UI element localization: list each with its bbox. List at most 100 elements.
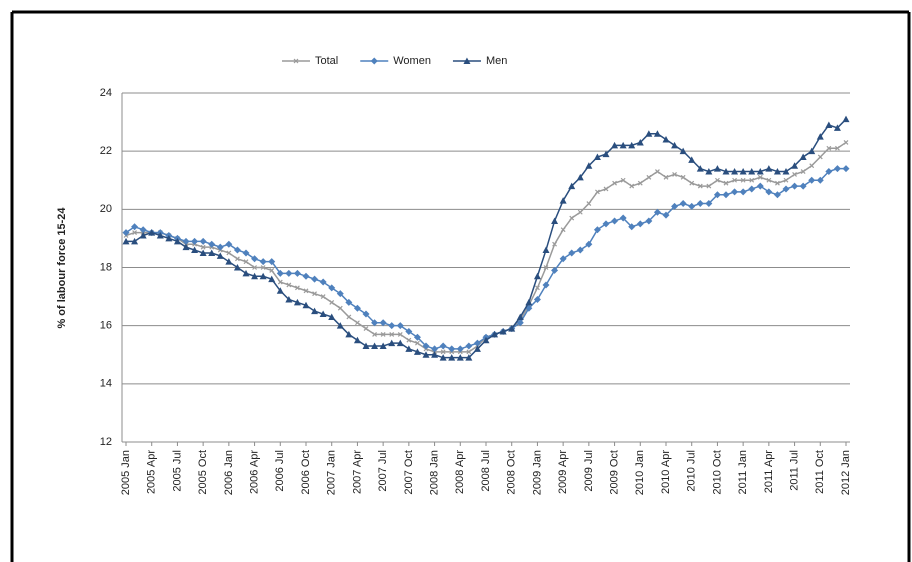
point (491, 330, 499, 338)
point (645, 217, 653, 225)
x-tick-label: 2008 Jan (428, 450, 440, 495)
point (619, 141, 627, 149)
point (585, 162, 593, 169)
point (569, 215, 575, 221)
y-tick-label: 14 (100, 378, 112, 390)
point (405, 327, 413, 335)
point (448, 345, 456, 353)
point (131, 223, 139, 231)
point (680, 174, 686, 180)
point (782, 168, 790, 175)
point (337, 305, 343, 311)
point (285, 269, 293, 277)
series-line (125, 167, 846, 350)
y-tick-label: 16 (100, 320, 112, 332)
point (775, 180, 780, 186)
point (535, 285, 540, 291)
point (672, 172, 677, 177)
point (671, 141, 679, 149)
point (293, 58, 299, 64)
x-tick-label: 2006 Apr (248, 450, 260, 494)
point (533, 295, 541, 303)
point (379, 342, 387, 350)
point (216, 243, 224, 251)
x-tick-label: 2006 Jul (274, 450, 286, 492)
point (713, 165, 721, 172)
x-tick-label: 2009 Oct (608, 450, 620, 495)
x-tick-label: 2011 Jan (737, 450, 749, 494)
point (706, 183, 712, 189)
point (397, 331, 403, 337)
point (765, 165, 773, 172)
point (542, 246, 550, 254)
point (543, 265, 549, 270)
point (362, 342, 370, 350)
x-tick-label: 2007 Apr (351, 450, 363, 494)
point (593, 153, 601, 160)
point (182, 243, 190, 251)
point (568, 249, 576, 257)
point (722, 168, 730, 175)
point (251, 255, 259, 263)
point (439, 342, 447, 350)
point (843, 140, 849, 145)
point (697, 183, 703, 189)
point (842, 115, 850, 123)
point (723, 180, 729, 186)
x-tick-label: 2006 Jan (223, 450, 235, 495)
x-tick-label: 2010 Jan (634, 450, 646, 495)
point (302, 272, 310, 280)
x-tick-label: 2011 Apr (763, 450, 775, 494)
point (808, 176, 816, 184)
point (603, 186, 609, 192)
x-tick-label: 2009 Apr (557, 450, 569, 494)
point (312, 291, 317, 297)
point (363, 326, 369, 331)
point (833, 124, 841, 131)
x-tick-label: 2005 Jan (120, 450, 132, 495)
point (826, 145, 832, 151)
point (319, 310, 327, 318)
point (516, 313, 524, 320)
point (773, 168, 781, 175)
point (748, 168, 756, 175)
point (233, 264, 241, 271)
point (268, 258, 276, 266)
point (371, 319, 379, 327)
point (173, 237, 181, 245)
point (646, 174, 652, 180)
point (448, 354, 456, 361)
x-tick-label: 2010 Oct (711, 450, 723, 495)
point (388, 322, 396, 330)
point (336, 290, 344, 298)
x-tick-label: 2007 Jan (326, 450, 338, 495)
point (663, 174, 669, 180)
point (731, 168, 739, 175)
point (559, 255, 567, 263)
point (628, 141, 636, 149)
x-tick-label: 2007 Oct (403, 450, 415, 495)
point (620, 177, 626, 183)
point (552, 241, 557, 247)
point (242, 249, 250, 257)
x-tick-label: 2009 Jul (583, 450, 595, 492)
point (653, 208, 661, 216)
point (379, 319, 387, 327)
point (320, 294, 326, 300)
point (422, 351, 430, 358)
point (295, 285, 300, 291)
point (302, 301, 310, 309)
x-tick-label: 2007 Jul (377, 450, 389, 492)
y-tick-label: 22 (100, 145, 112, 157)
point (415, 340, 420, 346)
legend-label: Men (486, 55, 507, 67)
point (199, 237, 207, 245)
point (713, 191, 721, 199)
point (808, 147, 816, 155)
point (336, 322, 344, 329)
point (782, 185, 790, 193)
point (577, 209, 583, 215)
point (165, 234, 173, 242)
point (353, 304, 361, 312)
point (688, 202, 696, 210)
